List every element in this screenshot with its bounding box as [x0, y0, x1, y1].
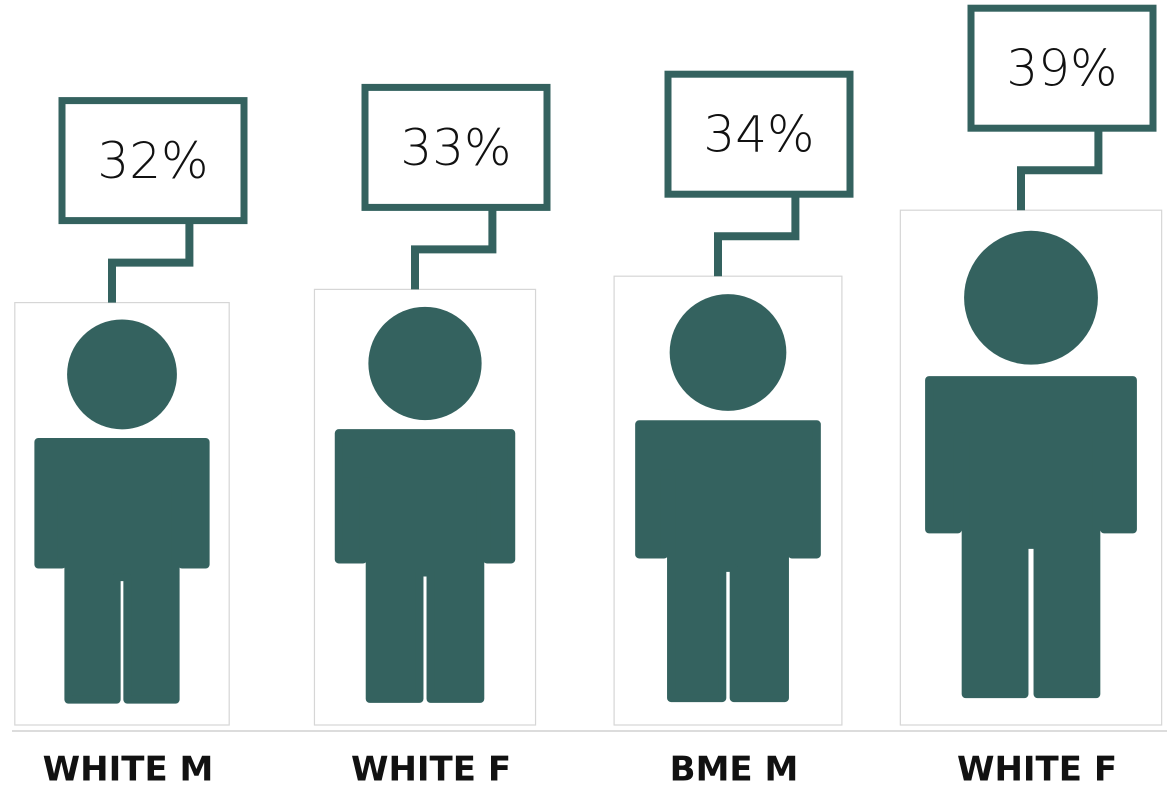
body: [34, 437, 210, 704]
callout-box: [664, 70, 854, 198]
icon-frame: [899, 209, 1163, 726]
person-icon: [635, 294, 821, 703]
head: [67, 319, 177, 430]
callout-connector: [714, 194, 800, 277]
callout-connector: [1017, 128, 1103, 211]
head: [964, 230, 1098, 365]
category-label: WHITE M: [43, 750, 214, 790]
category-label: BME M: [670, 750, 799, 790]
body: [925, 376, 1137, 699]
category-label: WHITE F: [351, 750, 511, 790]
category-label: WHITE F: [957, 750, 1117, 790]
callout-box: [361, 83, 551, 211]
body: [635, 420, 821, 703]
callout-box: [967, 4, 1157, 132]
icon-frame: [313, 288, 537, 726]
body: [334, 429, 516, 703]
value-label: 33%: [400, 119, 511, 177]
person-icon: [925, 230, 1137, 699]
callout-box: [58, 97, 248, 225]
callout-connector: [108, 220, 194, 303]
icon-frame: [14, 302, 230, 726]
value-label: 39%: [1006, 40, 1117, 98]
head: [669, 294, 787, 411]
head: [368, 306, 482, 421]
callout-connector: [411, 207, 497, 290]
value-label: 34%: [703, 106, 814, 164]
value-label: 32%: [97, 132, 208, 190]
person-icon: [334, 306, 516, 703]
person-icon: [34, 319, 210, 704]
icon-frame: [613, 275, 843, 726]
